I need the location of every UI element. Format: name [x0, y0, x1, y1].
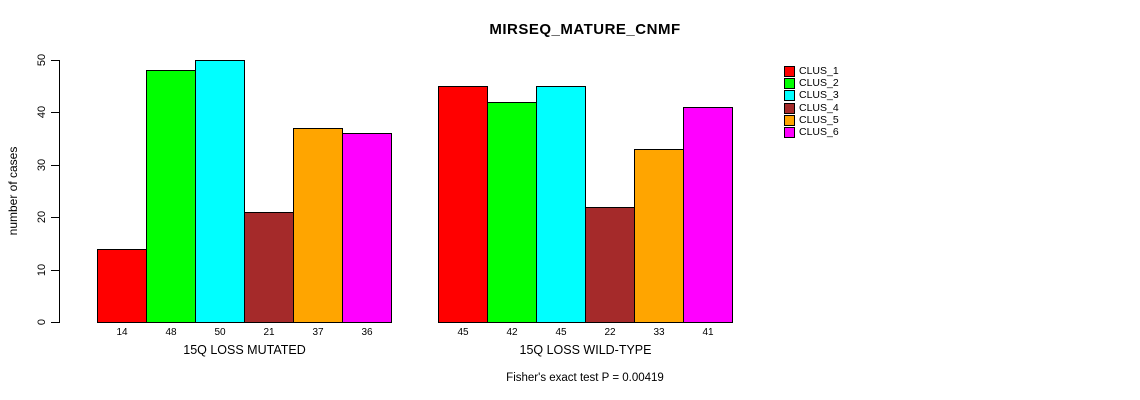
y-tick — [51, 322, 59, 323]
y-tick — [51, 269, 59, 271]
y-tick — [51, 164, 59, 166]
bar-clus_6-group1 — [342, 133, 392, 323]
bar-clus_1-group1 — [97, 248, 147, 323]
bar-clus_5-group2 — [634, 149, 684, 323]
y-tick — [51, 60, 59, 61]
y-tick-label: 50 — [36, 53, 48, 67]
legend-label: CLUS_1 — [799, 65, 839, 77]
bar-value-label: 42 — [506, 327, 518, 338]
legend-label: CLUS_5 — [799, 113, 839, 126]
legend-swatch-clus_2 — [784, 78, 795, 90]
bar-value-label: 41 — [702, 327, 714, 338]
bar-clus_4-group2 — [585, 206, 635, 323]
y-tick — [51, 112, 59, 114]
y-axis-line — [59, 60, 60, 323]
y-tick-label: 30 — [36, 158, 48, 171]
bar-clus_3-group2 — [536, 86, 586, 323]
bar-value-label: 50 — [214, 327, 226, 338]
y-tick — [51, 217, 59, 219]
y-axis-label: number of cases — [6, 146, 20, 236]
bar-clus_3-group1 — [195, 60, 245, 323]
bar-value-label: 21 — [263, 327, 275, 338]
bar-clus_5-group1 — [293, 128, 343, 323]
bar-clus_4-group1 — [244, 211, 294, 323]
chart-title: MIRSEQ_MATURE_CNMF — [489, 21, 681, 38]
legend-swatch-clus_4 — [784, 102, 795, 114]
bar-value-label: 36 — [361, 327, 373, 338]
legend-swatch-clus_5 — [784, 114, 795, 126]
legend-swatch-clus_6 — [784, 127, 795, 138]
x-group-label-wildtype: 15Q LOSS WILD-TYPE — [519, 343, 652, 357]
legend-swatch-clus_3 — [784, 90, 795, 102]
y-tick-label: 10 — [36, 263, 48, 276]
y-tick-label: 20 — [36, 211, 48, 224]
bar-value-label: 22 — [604, 327, 616, 338]
bar-value-label: 48 — [165, 327, 177, 338]
bar-value-label: 45 — [457, 327, 469, 338]
bar-value-label: 33 — [653, 327, 665, 338]
bar-value-label: 14 — [116, 327, 128, 338]
bar-clus_1-group2 — [438, 86, 488, 323]
legend-label: CLUS_6 — [799, 126, 839, 138]
fisher-test-annotation: Fisher's exact test P = 0.00419 — [506, 372, 664, 384]
legend-label: CLUS_4 — [799, 101, 839, 114]
bar-value-label: 37 — [312, 327, 324, 338]
y-tick-label: 40 — [36, 106, 48, 119]
legend-label: CLUS_2 — [799, 77, 839, 90]
bar-clus_6-group2 — [683, 107, 733, 323]
bar-value-label: 45 — [555, 327, 567, 338]
x-group-label-mutated: 15Q LOSS MUTATED — [183, 343, 306, 357]
legend-label: CLUS_3 — [799, 89, 839, 102]
bar-clus_2-group2 — [487, 101, 537, 323]
bar-clus_2-group1 — [146, 70, 196, 323]
legend-swatch-clus_1 — [784, 66, 795, 77]
y-tick-label: 0 — [36, 318, 48, 326]
